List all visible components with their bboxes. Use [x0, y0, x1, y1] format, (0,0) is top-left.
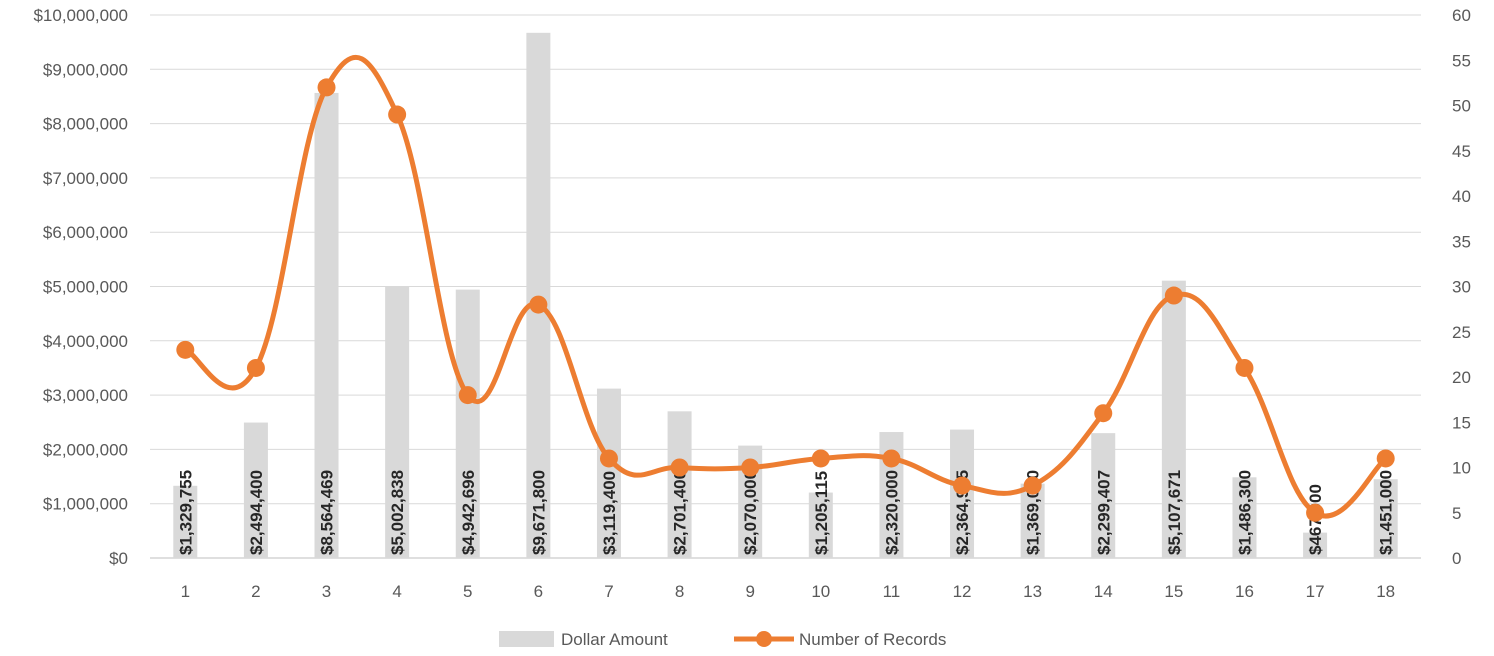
- x-axis-tick-label: 17: [1306, 582, 1325, 601]
- legend: Dollar Amount Number of Records: [499, 630, 946, 649]
- bar-data-label: $2,494,400: [247, 470, 266, 555]
- left-axis-tick-label: $8,000,000: [43, 115, 128, 134]
- left-axis-tick-label: $7,000,000: [43, 169, 128, 188]
- line-marker: [882, 449, 900, 467]
- line-marker: [1377, 449, 1395, 467]
- line-marker: [671, 459, 689, 477]
- right-axis-tick-label: 25: [1452, 323, 1471, 342]
- line-marker: [318, 78, 336, 96]
- right-axis-tick-label: 40: [1452, 187, 1471, 206]
- x-axis-tick-label: 1: [181, 582, 190, 601]
- line-marker: [812, 449, 830, 467]
- bar-data-label: $1,205,115: [812, 471, 831, 555]
- right-axis-ticks: 0 5 10 15 20 25 30 35 40 45 50 55 60: [1452, 6, 1471, 568]
- line-marker: [529, 296, 547, 314]
- gridlines: [150, 15, 1421, 558]
- left-axis-tick-label: $5,000,000: [43, 278, 128, 297]
- right-axis-tick-label: 55: [1452, 51, 1471, 70]
- x-axis-tick-label: 12: [953, 582, 972, 601]
- line-marker: [741, 459, 759, 477]
- right-axis-tick-label: 20: [1452, 368, 1471, 387]
- right-axis-tick-label: 45: [1452, 142, 1471, 161]
- line-marker: [1165, 287, 1183, 305]
- left-axis-tick-label: $3,000,000: [43, 386, 128, 405]
- x-axis-ticks: 1 2 3 4 5 6 7 8 9 10 11 12 13 14 15 16 17 18: [181, 582, 1396, 601]
- legend-label-dollar-amount: Dollar Amount: [561, 630, 668, 649]
- bar-data-label: $1,451,000: [1377, 470, 1396, 555]
- x-axis-tick-label: 7: [604, 582, 613, 601]
- bar-data-label: $4,942,696: [459, 470, 478, 555]
- x-axis-tick-label: 10: [811, 582, 830, 601]
- bar-data-label: $9,671,800: [529, 470, 548, 555]
- left-axis-tick-label: $10,000,000: [33, 6, 128, 25]
- line-marker: [247, 359, 265, 377]
- left-axis-tick-label: $0: [109, 549, 128, 568]
- bar-data-label: $3,119,400: [600, 471, 619, 555]
- bar-data-label: $2,299,407: [1094, 470, 1113, 555]
- bar-data-label: $1,329,755: [176, 470, 195, 555]
- line-marker: [388, 106, 406, 124]
- line-marker: [953, 477, 971, 495]
- line-marker: [600, 449, 618, 467]
- left-axis-tick-label: $2,000,000: [43, 440, 128, 459]
- left-axis-tick-label: $1,000,000: [43, 495, 128, 514]
- line-marker: [1024, 477, 1042, 495]
- right-axis-tick-label: 35: [1452, 232, 1471, 251]
- x-axis-tick-label: 4: [392, 582, 401, 601]
- line-marker: [176, 341, 194, 359]
- left-axis-tick-label: $4,000,000: [43, 332, 128, 351]
- x-axis-tick-label: 13: [1023, 582, 1042, 601]
- right-axis-tick-label: 30: [1452, 278, 1471, 297]
- legend-label-number-of-records: Number of Records: [799, 630, 946, 649]
- bar-data-label: $5,107,671: [1165, 470, 1184, 555]
- bar-data-labels: $1,329,755 $2,494,400 $8,564,469 $5,002,838…: [176, 470, 1395, 555]
- x-axis-tick-label: 16: [1235, 582, 1254, 601]
- right-axis-tick-label: 10: [1452, 459, 1471, 478]
- legend-swatch-dollar-amount: [499, 631, 554, 647]
- bar-data-label: $8,564,469: [318, 470, 337, 555]
- bar-data-label: $1,486,300: [1235, 470, 1254, 555]
- line-marker: [1094, 404, 1112, 422]
- right-axis-tick-label: 5: [1452, 504, 1461, 523]
- line-marker: [1306, 504, 1324, 522]
- left-axis-ticks: $0 $1,000,000 $2,000,000 $3,000,000 $4,000,0…: [33, 6, 128, 568]
- bar-series-dollar-amount: [173, 33, 1397, 558]
- line-series-number-of-records: [176, 57, 1394, 521]
- x-axis-tick-label: 3: [322, 582, 331, 601]
- bar-data-label: $2,320,000: [882, 470, 901, 555]
- legend-swatch-marker: [756, 631, 772, 647]
- line-marker: [459, 386, 477, 404]
- x-axis-tick-label: 18: [1376, 582, 1395, 601]
- x-axis-tick-label: 8: [675, 582, 684, 601]
- bar-data-label: $2,070,000: [741, 470, 760, 555]
- line-marker: [1235, 359, 1253, 377]
- x-axis-tick-label: 9: [745, 582, 754, 601]
- x-axis-tick-label: 14: [1094, 582, 1113, 601]
- right-axis-tick-label: 60: [1452, 6, 1471, 25]
- bar-data-label: $2,701,400: [671, 470, 690, 555]
- right-axis-tick-label: 50: [1452, 97, 1471, 116]
- left-axis-tick-label: $9,000,000: [43, 60, 128, 79]
- right-axis-tick-label: 0: [1452, 549, 1461, 568]
- bar-data-label: $5,002,838: [388, 470, 407, 555]
- x-axis-tick-label: 6: [534, 582, 543, 601]
- x-axis-tick-label: 11: [883, 582, 901, 601]
- right-axis-tick-label: 15: [1452, 413, 1471, 432]
- x-axis-tick-label: 2: [251, 582, 260, 601]
- left-axis-tick-label: $6,000,000: [43, 223, 128, 242]
- x-axis-tick-label: 5: [463, 582, 472, 601]
- x-axis-tick-label: 15: [1164, 582, 1183, 601]
